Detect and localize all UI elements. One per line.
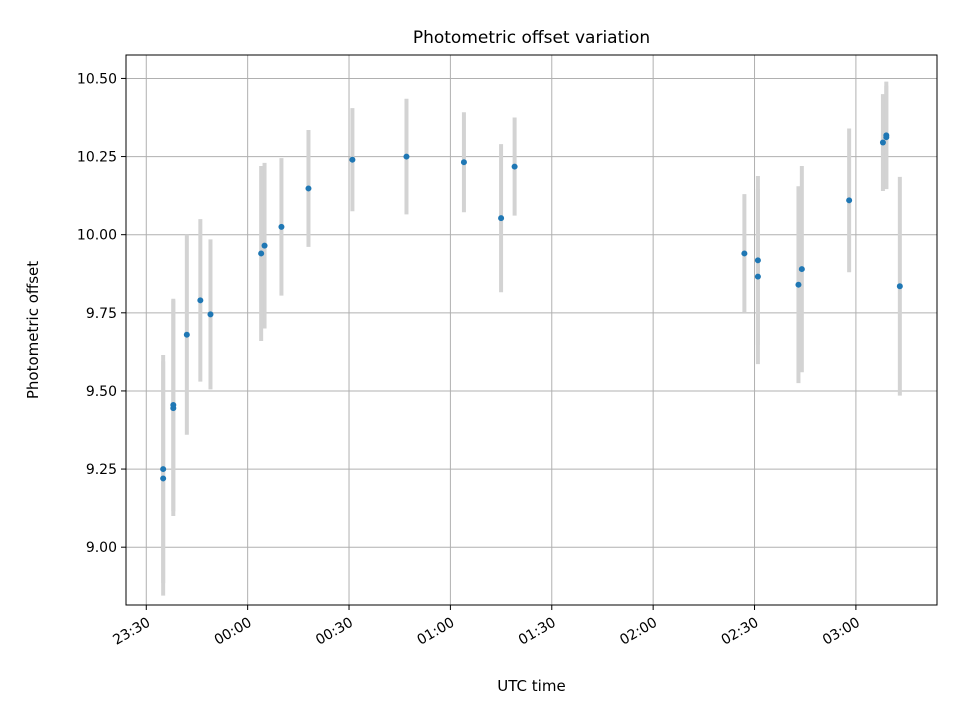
plot-frame (125, 54, 938, 606)
y-tick-label: 9.75 (86, 306, 117, 322)
data-point (278, 223, 285, 230)
data-point (846, 197, 853, 204)
data-point (170, 405, 177, 412)
data-point (160, 475, 167, 482)
y-tick-label: 9.00 (86, 540, 117, 556)
data-point (460, 159, 467, 166)
data-point (754, 257, 761, 264)
x-axis-label: UTC time (497, 677, 565, 695)
data-point (896, 283, 903, 290)
data-point (349, 156, 356, 163)
y-tick-label: 9.50 (86, 384, 117, 400)
y-tick-label: 10.25 (77, 150, 117, 166)
y-tick-label: 10.00 (77, 228, 117, 244)
data-point (795, 281, 802, 288)
data-point (741, 250, 748, 257)
data-point (798, 266, 805, 273)
data-point (160, 466, 167, 473)
data-point (879, 139, 886, 146)
data-point (258, 250, 265, 257)
data-point (197, 297, 204, 304)
data-point (883, 134, 890, 141)
y-tick-label: 10.50 (77, 71, 117, 87)
y-tick-label: 9.25 (86, 462, 117, 478)
data-point (403, 153, 410, 160)
data-point (183, 331, 190, 338)
y-axis: 9.00 9.25 9.50 9.75 10.00 10.25 10.50 (77, 71, 126, 556)
data-point (754, 273, 761, 280)
data-point (511, 163, 518, 170)
data-point (261, 242, 268, 249)
data-point (305, 185, 312, 192)
y-axis-label: Photometric offset (24, 261, 42, 399)
chart-title: Photometric offset variation (413, 28, 650, 48)
point-layer (160, 132, 903, 482)
data-point (498, 215, 505, 222)
data-point (207, 311, 214, 318)
